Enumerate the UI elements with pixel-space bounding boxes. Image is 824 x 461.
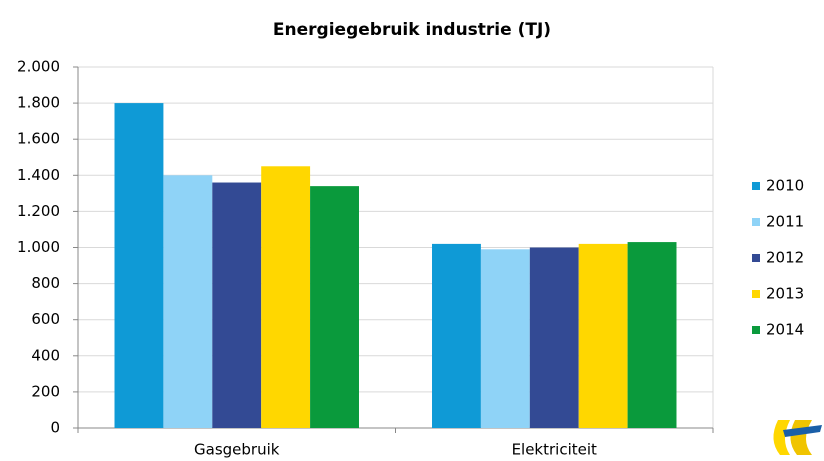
bar [114, 103, 164, 428]
y-tick-label: 1.200 [17, 202, 60, 220]
bar [578, 243, 628, 428]
y-tick-label: 1.800 [17, 94, 60, 112]
y-tick-label: 1.600 [17, 130, 60, 148]
y-tick-label: 800 [31, 274, 60, 292]
bar [627, 242, 677, 428]
legend-label: 2010 [766, 177, 804, 195]
y-tick-label: 1.000 [17, 238, 60, 256]
legend-label: 2011 [766, 213, 804, 231]
legend-swatch [752, 254, 760, 262]
y-tick-label: 2.000 [17, 58, 60, 76]
legend-swatch [752, 326, 760, 334]
x-tick-label: Elektriciteit [512, 441, 597, 459]
y-tick-label: 0 [50, 419, 60, 437]
bar [212, 182, 262, 428]
legend-swatch [752, 182, 760, 190]
bar [163, 175, 213, 428]
bar [529, 247, 579, 428]
y-tick-label: 600 [31, 310, 60, 328]
legend-label: 2013 [766, 285, 804, 303]
logo [773, 420, 822, 455]
bar [310, 186, 359, 428]
chart-title: Energiegebruik industrie (TJ) [273, 20, 551, 40]
bar [480, 249, 530, 428]
legend-swatch [752, 290, 760, 298]
y-tick-label: 400 [31, 346, 60, 364]
legend-swatch [752, 218, 760, 226]
y-tick-label: 1.400 [17, 166, 60, 184]
legend-label: 2012 [766, 249, 804, 267]
legend-label: 2014 [766, 321, 804, 339]
bar [261, 166, 311, 428]
bar [432, 243, 481, 428]
y-tick-label: 200 [31, 382, 60, 400]
x-tick-label: Gasgebruik [194, 441, 280, 459]
